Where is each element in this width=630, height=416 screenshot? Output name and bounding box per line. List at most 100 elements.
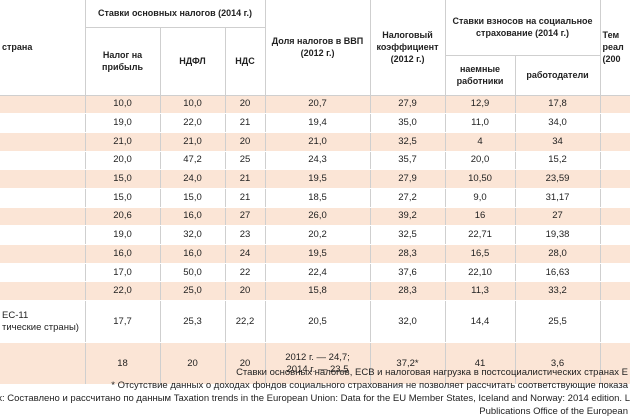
table-cell: 10,0 [85, 95, 161, 115]
table-cell: 33,2 [515, 281, 601, 302]
table-cell: 25,3 [160, 300, 226, 344]
header-cell: НДФЛ [160, 27, 226, 96]
table-cell [600, 225, 630, 245]
header-cell: Ставки основных налогов (2014 г.) [85, 0, 266, 28]
table-cell: 16,5 [445, 244, 516, 264]
table-cell: 12,9 [445, 95, 516, 115]
table-cell: 25,5 [515, 300, 601, 344]
text-line: (2012 г.) [300, 48, 335, 59]
text-line: 2012 г. — 24,7; [285, 351, 350, 363]
tax-table: страна Ставки основных налогов (2014 г.)… [0, 0, 630, 386]
table-cell: 16,0 [160, 207, 226, 227]
country-cell [0, 132, 86, 152]
table-cell: 20 [225, 95, 266, 115]
table-cell: 10,0 [160, 95, 226, 115]
table-row: 22,0 25,0 20 15,8 28,3 11,3 33,2 [0, 281, 630, 302]
table-cell: 32,5 [370, 132, 446, 152]
text-line: коэффициент [376, 42, 439, 53]
table-cell: 41 [445, 342, 516, 386]
table-cell [600, 281, 630, 302]
table-cell: 16 [445, 207, 516, 227]
table-cell: 3,6 [515, 342, 601, 386]
table-row: 21,0 21,0 20 21,0 32,5 4 34 [0, 132, 630, 152]
table-cell: 24 [225, 244, 266, 264]
table-cell: 20,5 [265, 300, 371, 344]
header-cell: наемные работники [445, 55, 516, 96]
table-cell: 22,0 [85, 281, 161, 302]
table-cell: 16,0 [85, 244, 161, 264]
table-cell: 19,5 [265, 169, 371, 189]
table-cell: 34 [515, 132, 601, 152]
text-line: прибыль [102, 62, 143, 72]
header-cell: страна [0, 0, 86, 96]
table-cell [600, 95, 630, 115]
table-row: 10,0 10,0 20 20,7 27,9 12,9 17,8 [0, 95, 630, 115]
text-line: страхование (2014 г.) [476, 28, 569, 39]
header-cell: НДС [225, 27, 266, 96]
table-cell: 28,3 [370, 244, 446, 264]
table-cell: 18,5 [265, 188, 371, 208]
table-cell: 21,0 [85, 132, 161, 152]
table-cell: 34,0 [515, 113, 601, 133]
table-cell: 27,2 [370, 188, 446, 208]
text-line: Доля налогов в ВВП [271, 36, 364, 47]
country-cell [0, 95, 86, 115]
text-line: реал [602, 42, 624, 53]
table-cell [600, 169, 630, 189]
text-line: (200 [602, 54, 621, 65]
table-cell: 18 [85, 342, 161, 386]
text-line: Налоговый [382, 30, 433, 41]
table-cell: 17,8 [515, 95, 601, 115]
table-row: 15,0 15,0 21 18,5 27,2 9,0 31,17 [0, 188, 630, 208]
table-cell: 15,0 [85, 169, 161, 189]
table-cell: 22,2 [225, 300, 266, 344]
table-cell [600, 300, 630, 344]
header-cell: Тем реал (200 [600, 0, 630, 96]
text-line: тические страны) [2, 321, 79, 333]
table-row: 17,0 50,0 22 22,4 37,6 22,10 16,63 [0, 263, 630, 283]
table-cell: 37,2* [370, 342, 446, 386]
table-cell [600, 342, 630, 386]
table-cell: 35,0 [370, 113, 446, 133]
country-cell [0, 207, 86, 227]
table-cell: 20,0 [85, 151, 161, 171]
table-cell: 21,0 [160, 132, 226, 152]
table-cell [600, 263, 630, 283]
table-cell: 28,0 [515, 244, 601, 264]
table-cell: 15,0 [160, 188, 226, 208]
footer-line: * Отсутствие данных о доходах фондов соц… [111, 380, 628, 391]
table-cell: 4 [445, 132, 516, 152]
country-cell [0, 151, 86, 171]
table-cell: 24,0 [160, 169, 226, 189]
table-cell: 9,0 [445, 188, 516, 208]
country-cell [0, 169, 86, 189]
text-line: Налог на [102, 50, 143, 60]
table-cell: 20 [225, 342, 266, 386]
table-cell: 27,9 [370, 95, 446, 115]
footer: Ставки основных налогов, ЕСВ и налоговая… [0, 366, 630, 416]
country-cell [0, 281, 86, 302]
table-cell [600, 151, 630, 171]
table-cell: 10,50 [445, 169, 516, 189]
table-cell: 32,0 [370, 300, 446, 344]
table-cell: 19,0 [85, 113, 161, 133]
table-cell [600, 113, 630, 133]
table-cell: 2012 г. — 24,7; 2014 г. — 23,5 [265, 342, 371, 386]
header-cell: Доля налогов в ВВП (2012 г.) [265, 0, 371, 96]
table-cell: 15,0 [85, 188, 161, 208]
table-cell [600, 132, 630, 152]
text-line: ЕС-11 [2, 309, 29, 321]
table-cell: 14,4 [445, 300, 516, 344]
header-cell: Налоговый коэффициент (2012 г.) [370, 0, 446, 96]
table-cell: 21 [225, 169, 266, 189]
table-cell: 26,0 [265, 207, 371, 227]
table-cell: 21 [225, 188, 266, 208]
table-cell: 27 [225, 207, 266, 227]
table-row: 18 20 20 2012 г. — 24,7; 2014 г. — 23,5 37,2*… [0, 342, 630, 386]
table-cell: 19,0 [85, 225, 161, 245]
table-cell: 22,71 [445, 225, 516, 245]
table-header: страна Ставки основных налогов (2014 г.)… [0, 0, 630, 96]
country-cell [0, 225, 86, 245]
